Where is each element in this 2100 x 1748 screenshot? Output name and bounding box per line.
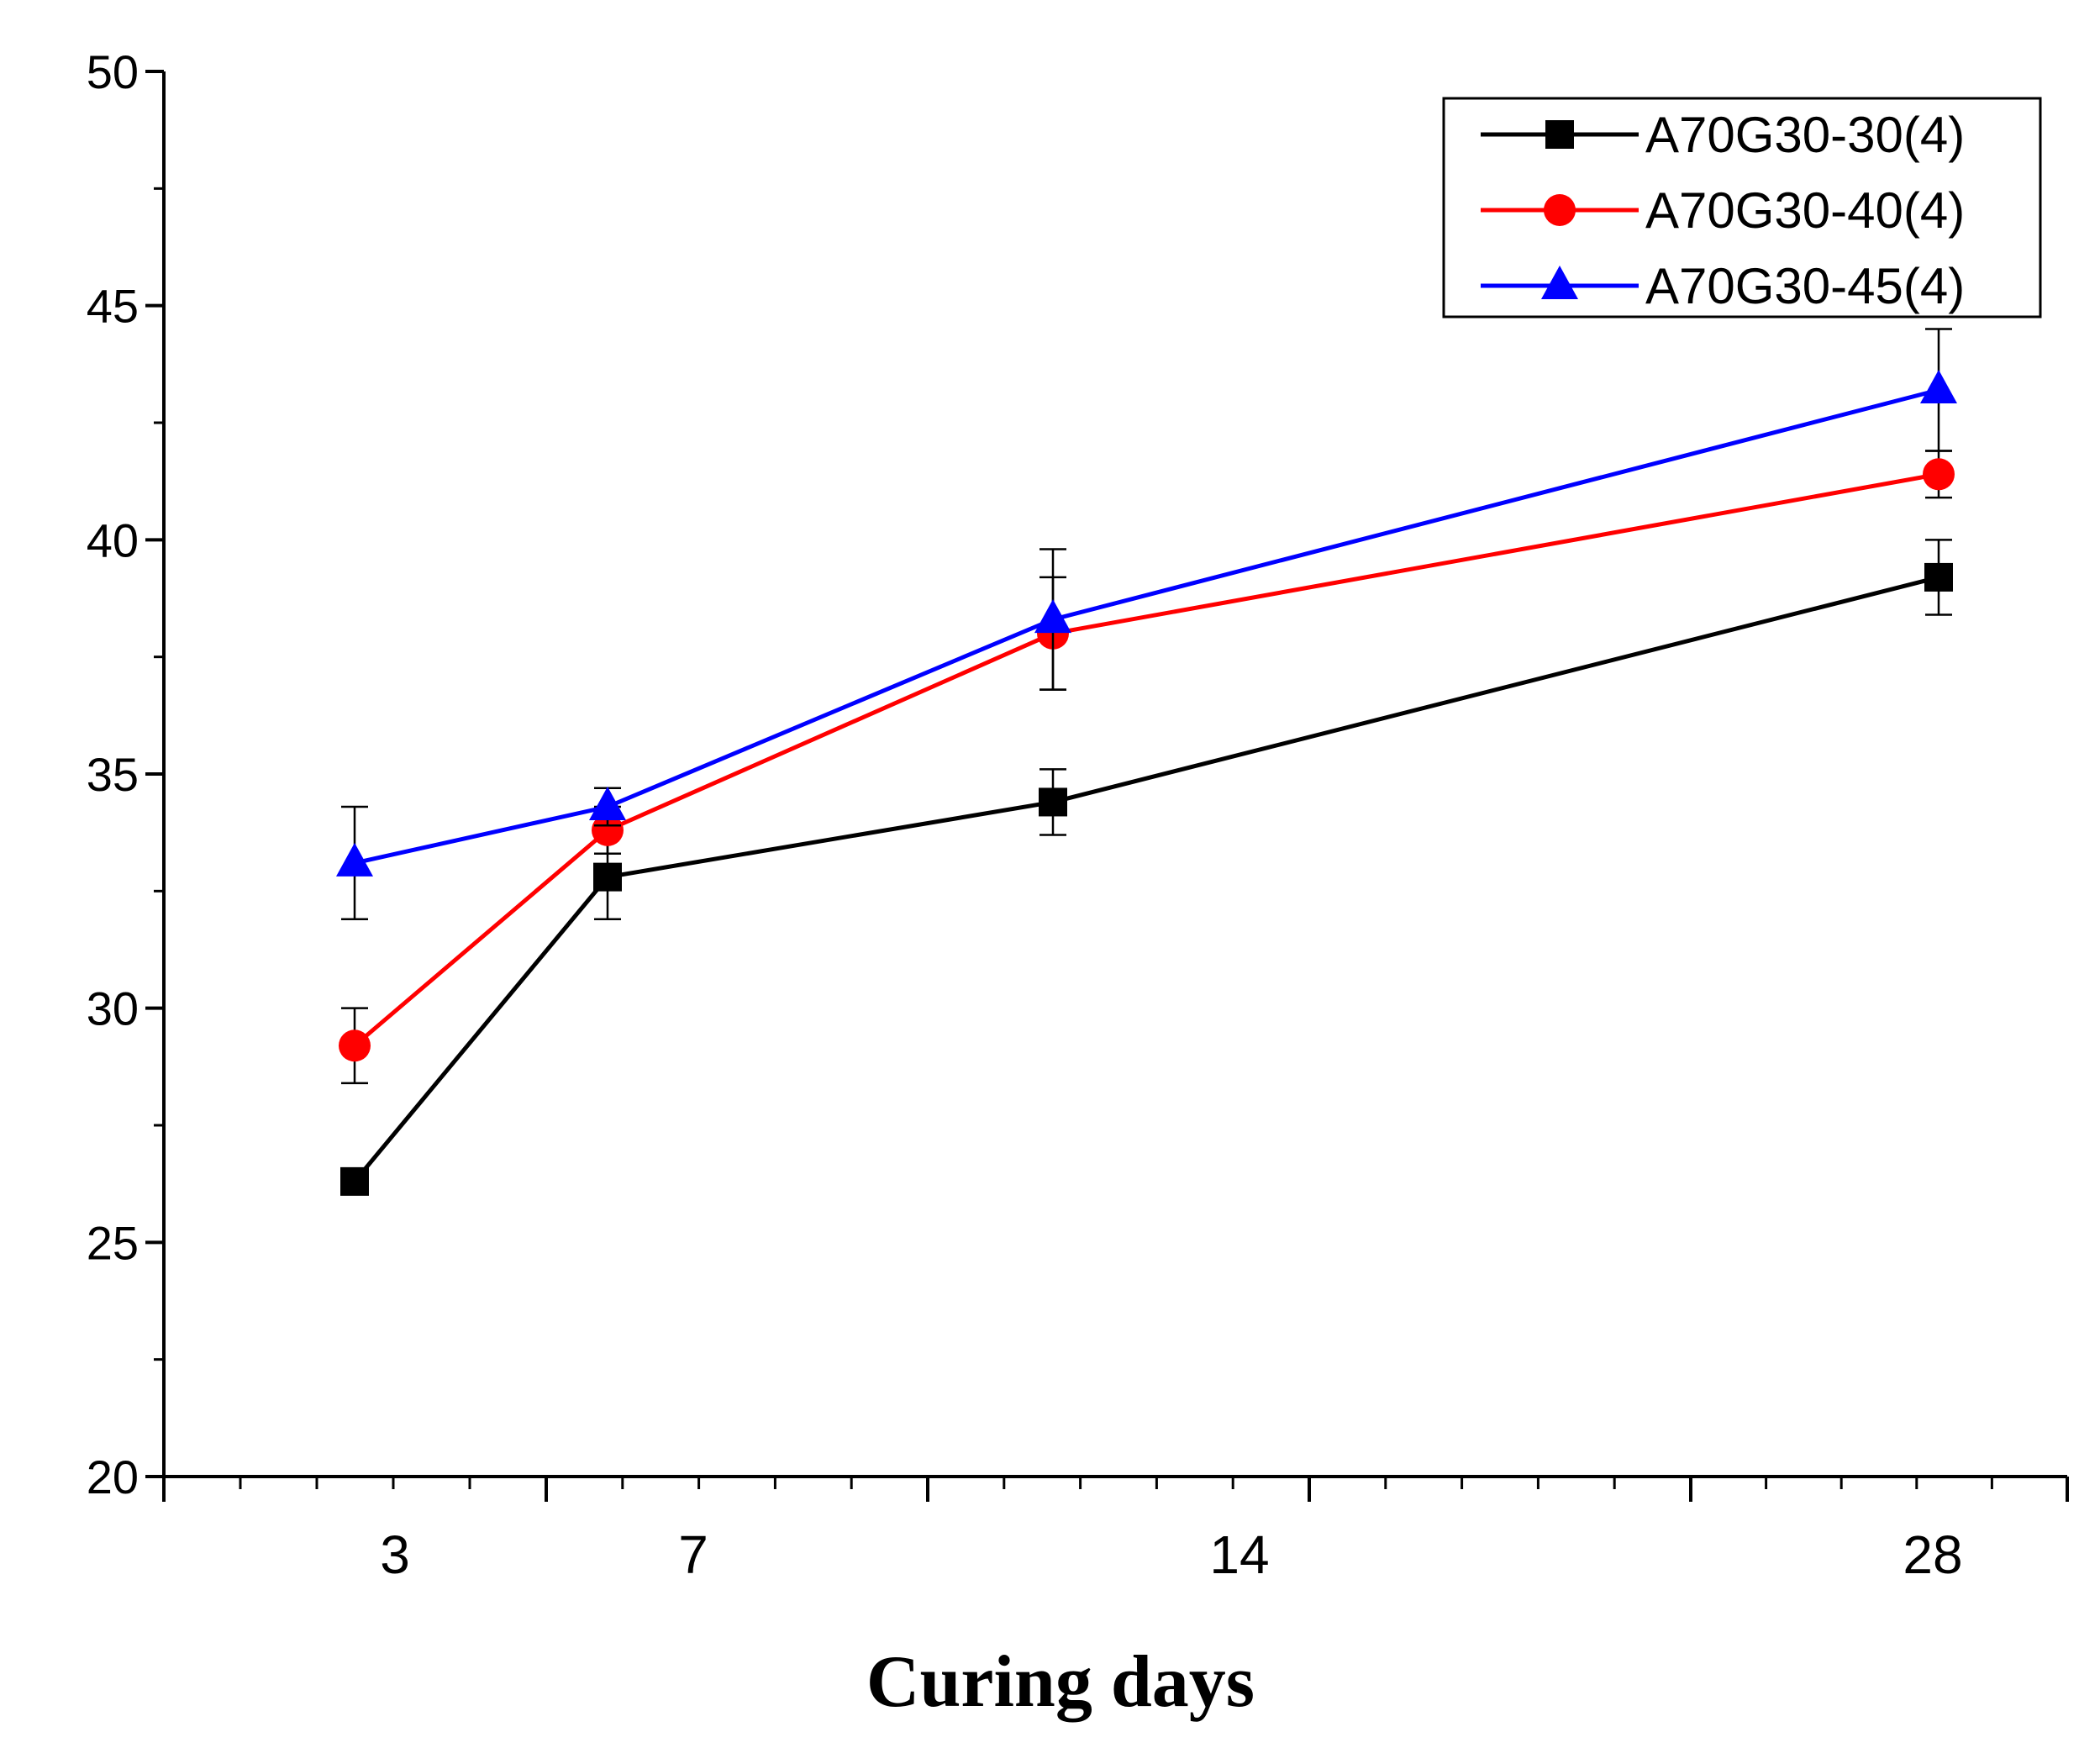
series-marker bbox=[1920, 369, 1957, 403]
series-marker bbox=[1923, 458, 1955, 491]
y-tick-label: 20 bbox=[87, 1451, 139, 1503]
x-tick-label: 14 bbox=[1209, 1524, 1269, 1585]
series-marker bbox=[592, 813, 624, 846]
series-line bbox=[353, 471, 1939, 1048]
series-marker bbox=[1924, 562, 1953, 592]
series-marker bbox=[340, 1166, 369, 1196]
series-2 bbox=[339, 450, 1955, 1085]
x-tick-label: 28 bbox=[1903, 1524, 1962, 1585]
legend: A70G30-30(4) A70G30-40(4) A70G30-45(4) bbox=[1442, 97, 2042, 319]
legend-entry-2: A70G30-40(4) bbox=[1481, 182, 1965, 239]
y-tick-label: 50 bbox=[87, 45, 139, 98]
legend-entry-1: A70G30-30(4) bbox=[1481, 107, 1965, 163]
axes: 20 25 30 35 40 45 50 3 7 14 28 bbox=[87, 45, 2069, 1585]
series-marker bbox=[1034, 599, 1071, 634]
y-tick-label: 30 bbox=[87, 982, 139, 1035]
series-marker bbox=[336, 842, 373, 877]
series-line bbox=[354, 387, 1939, 866]
legend-entry-3: A70G30-45(4) bbox=[1481, 258, 1965, 314]
series-line bbox=[353, 575, 1939, 1183]
y-tick-label: 40 bbox=[87, 513, 139, 566]
y-tick-label: 35 bbox=[87, 748, 139, 801]
legend-label: A70G30-40(4) bbox=[1645, 182, 1965, 239]
series-marker bbox=[593, 862, 622, 892]
y-tick-label: 25 bbox=[87, 1216, 139, 1269]
series-marker bbox=[1039, 787, 1067, 817]
legend-label: A70G30-30(4) bbox=[1645, 107, 1965, 163]
x-tick-label: 7 bbox=[678, 1524, 708, 1585]
series-marker bbox=[1544, 194, 1576, 226]
x-axis-title: Curing days bbox=[866, 1641, 1255, 1723]
series-layer bbox=[336, 328, 1957, 1196]
series-marker bbox=[339, 1029, 371, 1062]
series-1 bbox=[340, 539, 1953, 1196]
y-tick-label: 45 bbox=[87, 280, 139, 333]
series-marker bbox=[589, 787, 626, 821]
series-marker bbox=[1541, 266, 1578, 299]
legend-label: A70G30-45(4) bbox=[1645, 258, 1965, 314]
series-marker bbox=[1545, 120, 1574, 149]
series-3 bbox=[336, 328, 1957, 921]
x-tick-label: 3 bbox=[380, 1524, 410, 1585]
